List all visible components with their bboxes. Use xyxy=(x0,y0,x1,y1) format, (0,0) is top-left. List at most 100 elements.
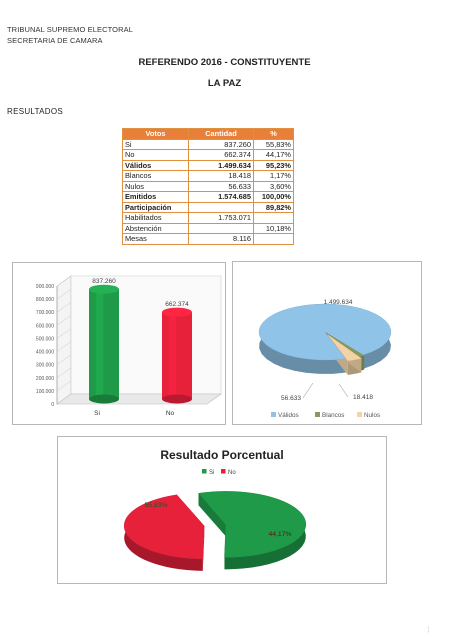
results-table: Votos Cantidad % Si 837.260 55,83% No 662.37… xyxy=(122,128,294,245)
legend-swatch xyxy=(357,412,362,417)
row-cantidad: 1.499.634 xyxy=(188,159,254,171)
pie1-chart-canvas: 1.499.634 56.633 18.418 Válidos Blancos Nulos xyxy=(258,299,392,419)
y-tick-label: 900.000 xyxy=(36,284,54,290)
page-mark: ¦ xyxy=(428,627,430,633)
row-pct: 1,17% xyxy=(253,170,294,182)
table-row: No 662.374 44,17% xyxy=(122,149,294,161)
bar-highlight xyxy=(95,289,104,399)
institution-header: TRIBUNAL SUPREMO ELECTORAL SECRETARIA DE… xyxy=(7,24,133,46)
bar-tick-line xyxy=(56,302,72,313)
row-cantidad: 837.260 xyxy=(188,138,254,150)
bar-tick-line xyxy=(56,328,72,339)
row-label: Si xyxy=(122,138,189,150)
bar-chart-canvas: 0 100.000 200.000 300.000 400.000 500.000 600.… xyxy=(36,275,222,417)
votes-bar-chart: 0 100.000 200.000 300.000 400.000 500.000 600.… xyxy=(12,262,226,425)
table-row: Blancos 18.418 1,17% xyxy=(122,170,294,182)
row-pct: 3,60% xyxy=(253,180,294,192)
y-tick-label: 600.000 xyxy=(36,323,54,329)
row-pct: 89,82% xyxy=(253,201,294,213)
legend-label: Blancos xyxy=(322,412,344,419)
y-tick-label: 100.000 xyxy=(36,389,54,395)
bar-tick-line xyxy=(56,393,72,405)
y-tick-label: 700.000 xyxy=(36,310,54,316)
section-heading: RESULTADOS xyxy=(7,107,64,116)
table-row: Emitidos 1.574.685 100,00% xyxy=(122,191,294,203)
pie-slice xyxy=(325,332,365,357)
row-label: Participación xyxy=(122,201,189,213)
document-title: REFERENDO 2016 - CONSTITUYENTE xyxy=(138,57,311,68)
legend-swatch xyxy=(221,469,226,474)
x-tick-label: No xyxy=(166,410,175,417)
pie-data-label: 55,83% xyxy=(144,502,167,509)
bar-tick-line xyxy=(56,354,72,365)
bar-tick-line xyxy=(56,380,72,392)
row-pct: 100,00% xyxy=(253,191,294,203)
pie2-chart-canvas: Resultado Porcentual Si No 55,83% 44,17% xyxy=(123,448,307,571)
pie-data-label: 18.418 xyxy=(353,394,373,401)
row-pct: 10,18% xyxy=(253,222,294,234)
bar-data-label: 662.374 xyxy=(165,301,189,308)
table-row: Nulos 56.633 3,60% xyxy=(122,180,294,192)
row-label: Abstención xyxy=(122,222,189,234)
legend-label: Nulos xyxy=(364,412,380,419)
header-pct: % xyxy=(253,128,294,140)
bar-top xyxy=(162,307,192,317)
table-header-row: Votos Cantidad % xyxy=(122,128,294,140)
bar-base xyxy=(89,394,119,404)
row-cantidad xyxy=(188,201,254,213)
x-tick-label: Si xyxy=(94,410,100,417)
row-pct: 95,23% xyxy=(253,159,294,171)
bar xyxy=(162,312,192,399)
bar-tick-line xyxy=(56,315,72,326)
row-cantidad: 662.374 xyxy=(188,149,254,161)
bar-highlight xyxy=(168,312,177,399)
pie-slice xyxy=(327,334,362,362)
row-label: Emitidos xyxy=(122,191,189,203)
bar xyxy=(89,289,119,399)
row-label: Válidos xyxy=(122,159,189,171)
leader-line xyxy=(302,382,314,399)
table-row: Válidos 1.499.634 95,23% xyxy=(122,159,294,171)
pie-data-label: 1.499.634 xyxy=(324,299,353,306)
header-votos: Votos xyxy=(122,128,189,140)
table-row: Abstención 10,18% xyxy=(122,222,294,234)
bar-tick-line xyxy=(56,341,72,352)
bar-tick-line xyxy=(56,367,72,378)
table-row: Mesas 8.116 xyxy=(122,233,294,245)
bar-side-wall xyxy=(56,275,72,405)
legend-swatch xyxy=(271,412,276,417)
row-cantidad: 18.418 xyxy=(188,170,254,182)
table-row: Si 837.260 55,83% xyxy=(122,138,294,150)
row-label: Nulos xyxy=(122,180,189,192)
bar-tick-line xyxy=(56,275,72,287)
row-cantidad: 1.753.071 xyxy=(188,212,254,224)
pie-data-label: 56.633 xyxy=(281,395,301,402)
row-pct: 55,83% xyxy=(253,138,294,150)
row-label: Blancos xyxy=(122,170,189,182)
bar-base xyxy=(162,394,192,404)
pie-slice xyxy=(198,491,307,558)
bar-data-label: 837.260 xyxy=(92,278,116,285)
y-tick-label: 200.000 xyxy=(36,376,54,382)
pie-slice-edge xyxy=(198,493,226,537)
legend-label: Si xyxy=(209,470,214,476)
bar-floor xyxy=(56,393,222,405)
y-tick-label: 800.000 xyxy=(36,297,54,303)
legend-swatch xyxy=(315,412,320,417)
y-tick-label: 300.000 xyxy=(36,363,54,369)
y-tick-label: 500.000 xyxy=(36,336,54,342)
legend-swatch xyxy=(202,469,207,474)
legend-label: No xyxy=(228,470,236,476)
chart-title: Resultado Porcentual xyxy=(160,448,283,462)
row-cantidad: 8.116 xyxy=(188,233,254,245)
bar-top xyxy=(89,284,119,294)
table-row: Habilitados 1.753.071 xyxy=(122,212,294,224)
row-pct: 44,17% xyxy=(253,149,294,161)
document-subtitle: LA PAZ xyxy=(207,78,242,89)
table-row: Participación 89,82% xyxy=(122,201,294,213)
row-pct xyxy=(253,233,294,245)
row-label: Mesas xyxy=(122,233,189,245)
bar-tick-line xyxy=(56,288,72,300)
pie-data-label: 44,17% xyxy=(268,531,291,538)
pie-slice xyxy=(123,494,205,560)
